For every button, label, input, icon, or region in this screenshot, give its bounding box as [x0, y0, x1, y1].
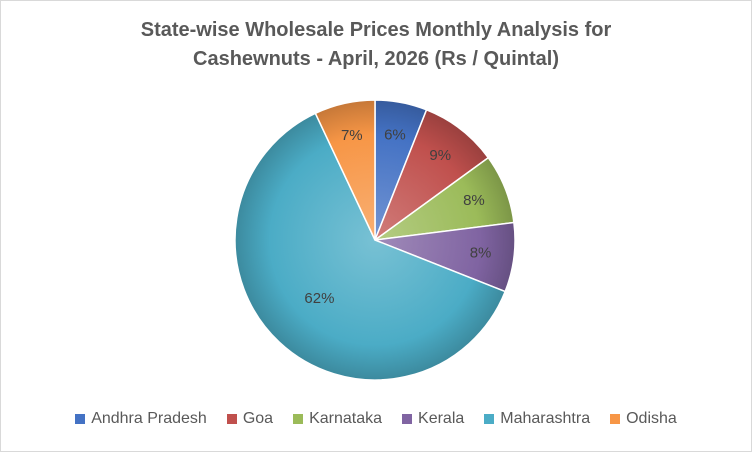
data-label-goa: 9% — [429, 147, 451, 164]
legend-swatch — [484, 414, 495, 424]
legend-swatch — [610, 414, 621, 424]
legend-label: Karnataka — [309, 410, 383, 427]
pie-slice-odisha — [314, 99, 376, 241]
legend-item-kerala: Kerala — [402, 410, 464, 428]
data-label-karnataka: 8% — [463, 192, 485, 209]
pie-slice-goa — [373, 108, 490, 243]
legend-label: Kerala — [418, 410, 465, 427]
data-label-maharashtra: 62% — [304, 290, 334, 307]
legend-label: Maharashtra — [500, 410, 591, 427]
legend-item-karnataka: Karnataka — [293, 410, 382, 428]
chart-title-line-1: State-wise Wholesale Prices Monthly Anal… — [140, 19, 612, 41]
legend-item-andhra-pradesh: Andhra Pradesh — [75, 410, 207, 428]
legend-item-odisha: Odisha — [610, 410, 677, 428]
chart-title: State-wise Wholesale Prices Monthly Anal… — [0, 16, 752, 74]
data-label-odisha: 7% — [341, 127, 363, 144]
legend-label: Goa — [242, 410, 274, 427]
legend-label: Andhra Pradesh — [91, 410, 207, 427]
data-label-andhra-pradesh: 6% — [384, 126, 406, 143]
legend-swatch — [293, 414, 304, 424]
data-label-kerala: 8% — [470, 244, 492, 261]
legend-swatch — [226, 414, 237, 424]
legend-swatch — [75, 414, 86, 424]
pie-slice-maharashtra — [234, 112, 507, 381]
chart-title-line-2: Cashewnuts - April, 2026 (Rs / Quintal) — [193, 48, 559, 70]
legend: Andhra Pradesh Goa Karnataka Kerala Maharash… — [0, 410, 752, 428]
legend-label: Odisha — [626, 410, 677, 427]
legend-item-maharashtra: Maharashtra — [484, 410, 590, 428]
legend-item-goa: Goa — [226, 410, 274, 428]
legend-swatch — [402, 414, 413, 424]
